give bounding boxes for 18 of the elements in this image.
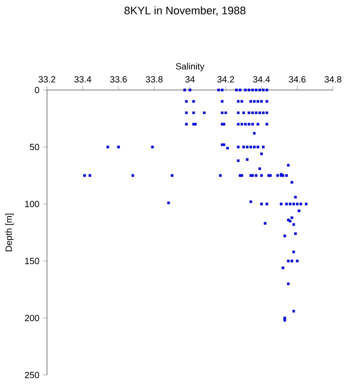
x-tick-label: 33.6 [110,76,127,82]
x-tick-label: 34.8 [324,76,342,82]
y-tick-label: 100 [25,200,40,208]
x-tick-label: 34.2 [217,76,234,82]
x-axis-title: Salinity [176,62,204,72]
x-tick-label: 34 [185,76,195,82]
x-tick-label: 33.4 [74,76,92,82]
y-tick-label: 50 [30,144,40,150]
chart-title: 8KYL in November, 1988 [124,6,246,16]
x-tick-label: 34.6 [288,76,306,82]
y-tick-label: 0 [34,86,40,94]
y-tick-label: 250 [24,372,40,378]
y-axis-title: Depth [m] [5,214,14,252]
x-tick-label: 34.4 [253,76,270,82]
x-tick-label: 33.2 [38,76,56,82]
x-tick-label: 33.8 [146,76,163,82]
y-tick-label: 150 [25,258,40,264]
y-tick-label: 200 [24,314,40,322]
